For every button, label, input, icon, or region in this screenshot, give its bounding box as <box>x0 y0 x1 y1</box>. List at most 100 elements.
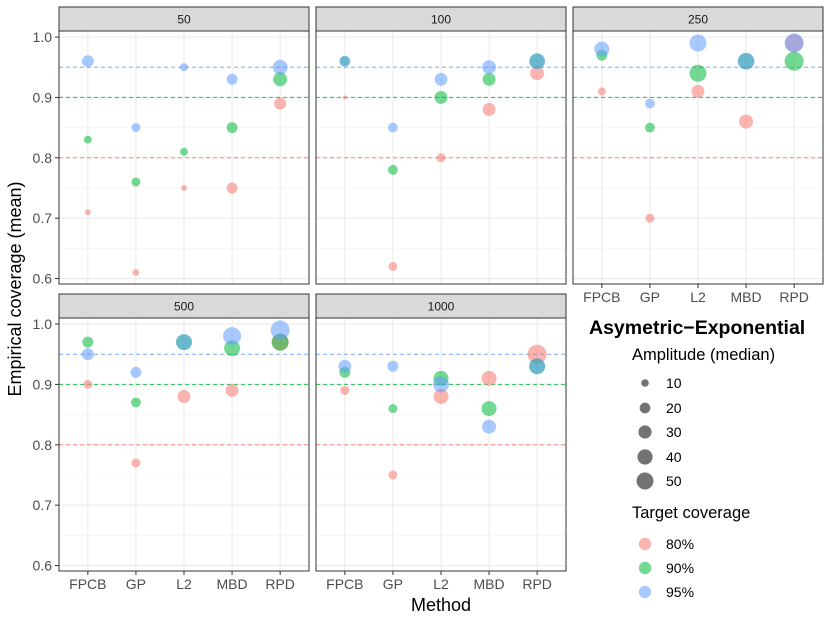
point-50-l2-90pct <box>180 147 188 156</box>
strip-500 <box>58 293 310 319</box>
point-50-rpd-90pct <box>273 72 288 87</box>
point-100-l2-90pct <box>434 90 448 104</box>
color-legend-key <box>638 561 652 575</box>
size-legend-item: 50 <box>636 472 682 490</box>
point-1000-gp-90pct <box>388 404 398 414</box>
point-50-rpd-95pct <box>272 59 288 75</box>
point-250-gp-95pct <box>644 98 655 109</box>
color-legend-label: 90% <box>666 560 694 576</box>
size-legend-key <box>636 472 654 490</box>
point-250-rpd-95pct <box>784 33 804 53</box>
point-250-l2-90pct <box>689 64 707 82</box>
point-250-mbd-95pct <box>737 52 755 70</box>
point-50-l2-80pct <box>181 185 187 191</box>
point-1000-fpcb-95pct <box>338 359 352 373</box>
strip-label-100: 100 <box>431 13 451 27</box>
size-legend-key <box>637 449 653 465</box>
point-50-mbd-95pct <box>226 73 238 85</box>
size-legend-label: 40 <box>666 449 682 465</box>
x-axis-title: Method <box>411 595 471 615</box>
x-tick-label-gp: GP <box>640 289 660 305</box>
size-legend-item: 20 <box>639 400 682 416</box>
color-legend-label: 80% <box>666 536 694 552</box>
point-500-l2-95pct <box>176 334 192 351</box>
x-tick-label-l2: L2 <box>433 576 449 592</box>
color-legend-keys: 80% 90% 95% <box>638 536 694 600</box>
point-500-mbd-90pct <box>224 340 241 357</box>
point-250-rpd-90pct <box>784 51 804 71</box>
point-50-fpcb-95pct <box>81 55 94 68</box>
y-tick-label: 0.6 <box>33 271 53 287</box>
point-500-fpcb-95pct <box>81 348 94 361</box>
y-tick-label: 1.0 <box>33 29 53 45</box>
point-100-mbd-90pct <box>482 72 496 86</box>
x-tick-label-rpd: RPD <box>265 576 295 592</box>
point-500-fpcb-90pct <box>82 336 94 348</box>
legend-main-title: Asymetric−Exponential <box>589 317 805 339</box>
point-1000-gp-95pct <box>387 360 399 372</box>
point-500-rpd-95pct <box>270 320 290 340</box>
point-50-rpd-80pct <box>274 97 287 110</box>
facet-50: 50 1.0 0.9 0.8 0.7 0.6 <box>33 6 310 287</box>
x-tick-label-mbd: MBD <box>217 576 248 592</box>
color-legend-title: Target coverage <box>632 504 750 522</box>
point-100-fpcb-80pct <box>342 95 347 100</box>
color-legend-key <box>638 537 652 551</box>
size-legend-label: 10 <box>666 375 682 391</box>
point-500-mbd-95pct <box>223 327 242 346</box>
legend: Asymetric−Exponential Amplitude (median)… <box>589 317 805 600</box>
x-tick-label-l2: L2 <box>690 289 706 305</box>
color-legend-item: 95% <box>638 584 694 600</box>
point-250-fpcb-80pct <box>597 87 606 96</box>
point-1000-mbd-80pct <box>481 370 497 386</box>
points-1000 <box>338 344 547 480</box>
point-500-gp-80pct <box>131 458 141 468</box>
y-tick-label: 0.8 <box>33 150 53 166</box>
color-legend-item: 90% <box>638 560 694 576</box>
x-tick-label-gp: GP <box>126 576 146 592</box>
point-100-fpcb-95pct <box>339 55 351 67</box>
point-50-fpcb-90pct <box>83 135 92 144</box>
x-tick-label-rpd: RPD <box>522 576 552 592</box>
y-tick-label: 0.7 <box>33 497 53 513</box>
y-tick-label: 1.0 <box>33 316 53 332</box>
point-100-l2-80pct <box>436 153 446 163</box>
x-tick-label-gp: GP <box>383 576 403 592</box>
strip-50 <box>58 6 310 32</box>
y-tick-label: 0.9 <box>33 89 53 105</box>
point-100-mbd-95pct <box>482 60 497 75</box>
point-50-gp-90pct <box>131 177 141 187</box>
size-legend-key <box>638 425 652 439</box>
point-1000-gp-80pct <box>388 470 398 480</box>
point-100-rpd-95pct <box>529 53 546 70</box>
point-250-l2-80pct <box>691 84 705 98</box>
point-250-mbd-80pct <box>739 114 754 129</box>
panel-border-100 <box>315 30 567 285</box>
point-1000-fpcb-80pct <box>340 385 350 395</box>
point-500-gp-95pct <box>130 366 142 378</box>
strip-label-50: 50 <box>177 13 191 27</box>
point-100-gp-80pct <box>388 261 398 271</box>
point-50-mbd-80pct <box>226 182 238 194</box>
x-tick-label-rpd: RPD <box>779 289 809 305</box>
points-500 <box>81 320 290 468</box>
x-tick-label-fpcb: FPCB <box>69 576 106 592</box>
strip-label-500: 500 <box>174 300 194 314</box>
point-250-gp-90pct <box>644 122 655 133</box>
point-500-l2-80pct <box>177 390 191 403</box>
point-250-l2-95pct <box>689 34 707 52</box>
x-tick-label-mbd: MBD <box>474 576 505 592</box>
size-legend-label: 20 <box>666 400 682 416</box>
facet-500: 500 1.0 0.9 0.8 0.7 0.6 FPCB GP L2 MBD RPD <box>33 293 310 592</box>
facet-100: 100 <box>315 6 567 285</box>
size-legend-item: 10 <box>641 375 682 391</box>
y-tick-label: 0.6 <box>33 558 53 574</box>
facet-250: 250 FPCB GP L2 MBD RPD <box>572 6 824 305</box>
x-tick-label-mbd: MBD <box>731 289 762 305</box>
size-legend-key <box>639 402 651 414</box>
point-500-fpcb-80pct <box>83 379 93 389</box>
point-1000-l2-95pct <box>433 376 449 393</box>
point-500-mbd-80pct <box>225 383 239 397</box>
points-100 <box>339 53 546 271</box>
